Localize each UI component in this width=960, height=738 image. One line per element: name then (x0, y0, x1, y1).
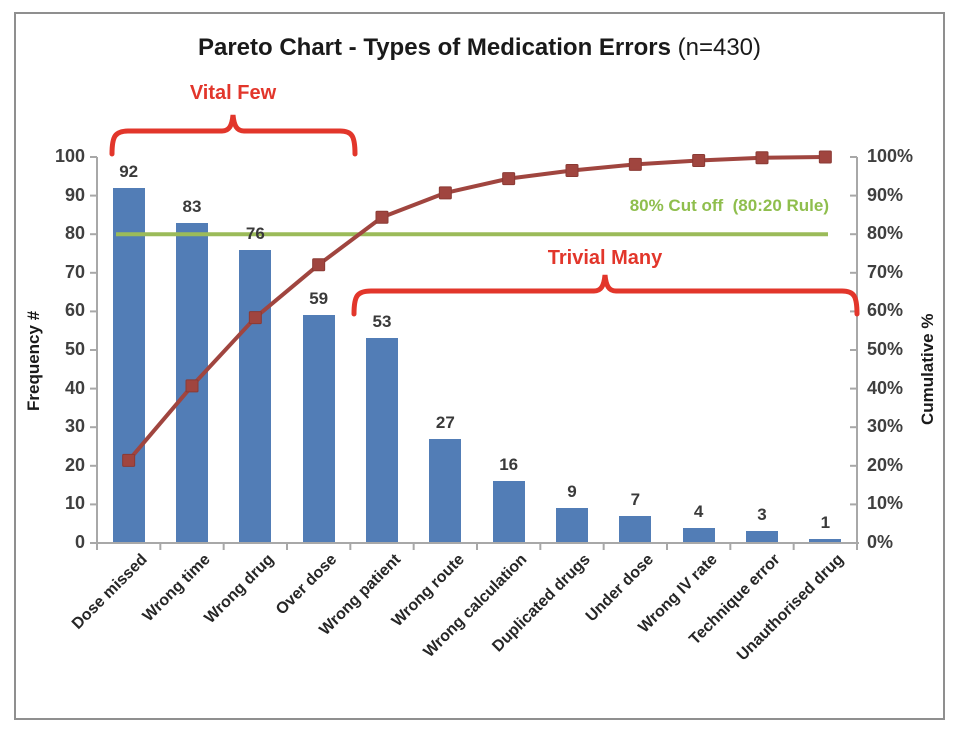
bar-wrong-route (429, 438, 462, 543)
cumulative-marker (375, 210, 389, 224)
bar-wrong-calculation (492, 481, 525, 543)
cumulative-marker (312, 258, 326, 272)
right-axis-tick-label: 10% (867, 493, 904, 514)
bar-value-label: 16 (499, 455, 519, 475)
cumulative-marker (185, 379, 199, 393)
trivial-many-label: Trivial Many (547, 247, 663, 269)
bar-wrong-drug (239, 249, 272, 543)
bar-duplicated-drugs (556, 508, 588, 543)
left-axis-tick-label: 10 (64, 493, 85, 514)
right-axis-tick-label: 80% (867, 223, 904, 244)
right-axis-tick-label: 90% (867, 184, 904, 205)
cumulative-marker (438, 186, 452, 200)
chart-frame: Pareto Chart - Types of Medication Error… (14, 12, 945, 720)
left-axis-tick-label: 0 (74, 532, 85, 552)
bar-value-label: 92 (119, 161, 139, 181)
cumulative-marker (565, 164, 579, 178)
left-axis-tick-label: 100 (54, 146, 85, 166)
right-axis-tick-label: 50% (867, 339, 904, 359)
bar-value-label: 27 (435, 412, 455, 432)
bar-value-label: 76 (245, 223, 265, 243)
cumulative-marker (818, 150, 832, 164)
right-axis-tick-label: 40% (867, 377, 904, 398)
left-axis-tick-label: 20 (64, 454, 85, 475)
right-axis-tick-label: 0% (867, 532, 894, 552)
bar-wrong-iv-rate (682, 527, 715, 543)
bar-value-label: 7 (630, 489, 641, 509)
cumulative-marker (755, 151, 769, 165)
chart-overlay (90, 114, 860, 550)
bar-over-dose (302, 315, 335, 543)
bar-value-label: 59 (309, 289, 329, 309)
trivial-many-bracket (351, 274, 860, 317)
bar-value-label: 3 (757, 505, 767, 525)
cumulative-line-markers (122, 150, 832, 467)
bar-unauthorised-drug (809, 539, 842, 543)
bar-value-label: 83 (182, 196, 202, 216)
cumulative-marker (692, 153, 706, 167)
bar-dose-missed (112, 187, 145, 543)
chart-title-suffix: (n=430) (670, 34, 762, 61)
right-axis-tick-label: 20% (867, 454, 904, 475)
bar-value-label: 9 (567, 482, 577, 502)
bar-technique-error (746, 531, 778, 543)
right-axis-tick-label: 30% (867, 416, 904, 437)
vital-few-label: Vital Few (189, 82, 277, 104)
bar-wrong-patient (366, 338, 398, 543)
cumulative-marker (628, 157, 642, 171)
right-axis-tick-label: 60% (867, 300, 904, 321)
left-axis-tick-label: 30 (64, 416, 85, 437)
left-axis-tick-label: 80 (64, 223, 85, 244)
left-axis-tick-label: 70 (64, 261, 85, 282)
bar-value-label: 53 (372, 312, 392, 332)
vital-few-bracket (109, 114, 358, 157)
cumulative-line (127, 155, 826, 462)
left-axis-tick-label: 40 (64, 377, 85, 398)
left-axis-tick-label: 60 (64, 300, 85, 321)
bar-under-dose (619, 515, 652, 543)
cutoff-rule-label: 80% Cut off (80:20 Rule) (629, 196, 829, 215)
cumulative-marker (248, 311, 262, 325)
chart-title: Pareto Chart - Types of Medication Error… (16, 34, 943, 62)
cumulative-marker (122, 453, 136, 467)
bar-value-label: 1 (820, 513, 831, 533)
axes-lines (90, 156, 859, 550)
bar-value-label: 4 (693, 501, 704, 521)
left-axis-tick-label: 50 (64, 339, 85, 359)
chart-title-main: Pareto Chart - Types of Medication Error… (197, 34, 671, 61)
right-axis-tick-label: 100% (867, 146, 914, 166)
cumulative-marker (502, 172, 516, 186)
left-axis-tick-label: 90 (64, 184, 85, 205)
right-axis-tick-label: 70% (867, 261, 904, 282)
